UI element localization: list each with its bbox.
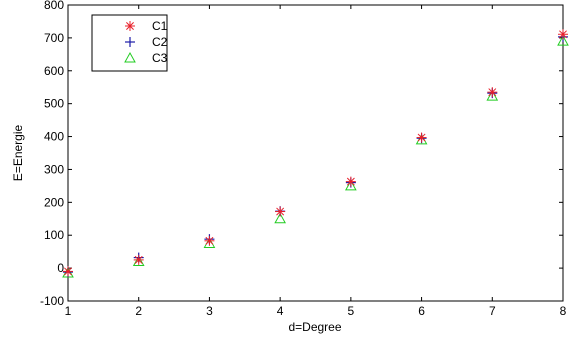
y-tick-label: -100	[40, 294, 64, 308]
data-marks	[62, 29, 569, 278]
y-tick-label: 800	[44, 0, 64, 12]
legend-label-c1: C1	[152, 19, 168, 33]
point-c1-8	[558, 29, 568, 40]
point-c3-7	[486, 90, 499, 101]
point-c3-4	[274, 212, 286, 224]
x-tick-label: 1	[65, 304, 72, 318]
legend-marker-c2	[125, 37, 135, 47]
y-tick-label: 700	[44, 31, 64, 45]
x-tick-label: 6	[418, 304, 425, 318]
legend: C1 C2 C3	[91, 14, 168, 72]
y-tick-label: 500	[44, 97, 64, 111]
point-c1-3	[204, 235, 215, 246]
point-c1-6	[416, 132, 427, 143]
x-tick-label: 2	[135, 304, 142, 318]
point-c3-5	[345, 179, 357, 191]
legend-marker-c3	[124, 51, 136, 63]
y-tick-label: 300	[44, 162, 64, 176]
y-tick-label: 0	[57, 261, 64, 275]
y-axis-title: E=Energie	[11, 124, 25, 181]
x-tick-label: 3	[206, 304, 213, 318]
x-tick-label: 5	[348, 304, 355, 318]
point-c1-1	[63, 266, 73, 277]
point-c1-7	[487, 87, 498, 98]
point-c3-8	[557, 35, 569, 46]
x-tick-label: 8	[560, 304, 567, 318]
y-tick-label: 200	[44, 195, 64, 209]
point-c1-2	[133, 254, 144, 265]
x-axis-title: d=Degree	[288, 320, 341, 334]
legend-marker-c1	[125, 21, 135, 31]
point-c1-5	[345, 176, 356, 187]
legend-label-c2: C2	[152, 35, 168, 49]
y-tick-label: 100	[44, 228, 64, 242]
legend-label-c3: C3	[152, 51, 168, 65]
y-tick-label: 600	[44, 64, 64, 78]
axis-ticks: 1 2 3 4 5 6 7 8 -100 0 100 200 300 400 500 600 700 800	[40, 0, 567, 318]
x-tick-label: 4	[277, 304, 284, 318]
x-tick-label: 7	[489, 304, 496, 318]
y-tick-label: 400	[44, 130, 64, 144]
point-c1-4	[275, 206, 286, 217]
point-c3-2	[132, 255, 145, 267]
